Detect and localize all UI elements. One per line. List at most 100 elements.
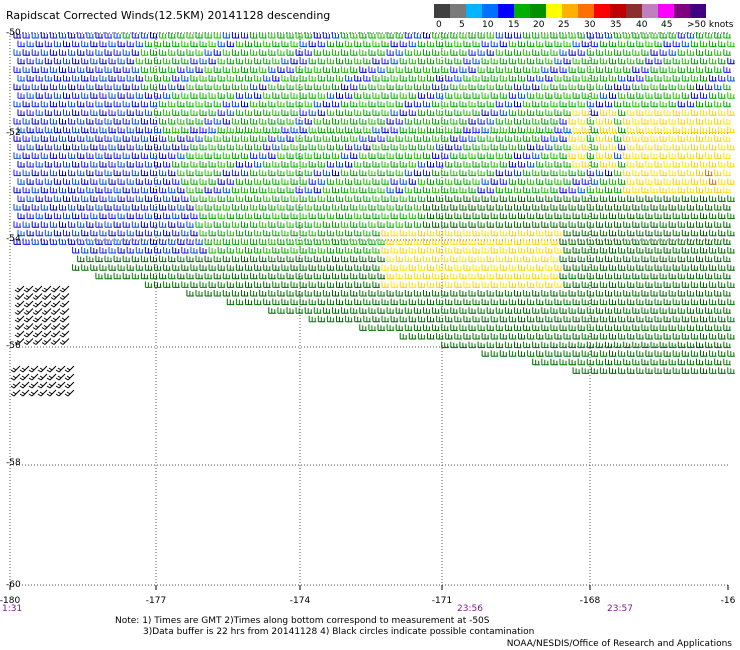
wind-barb — [436, 126, 444, 134]
wind-barb — [213, 135, 222, 142]
wind-barb — [317, 57, 326, 65]
wind-barb — [140, 169, 149, 177]
wind-barb — [140, 32, 149, 39]
wind-barb — [495, 135, 504, 142]
wind-barb — [377, 66, 385, 73]
wind-barb — [408, 143, 417, 151]
wind-barb — [277, 272, 285, 280]
wind-barb — [508, 161, 517, 168]
wind-barb — [536, 161, 544, 168]
wind-barb — [577, 341, 586, 349]
wind-barb — [700, 281, 708, 288]
wind-barb — [177, 32, 185, 39]
wind-barb — [532, 324, 540, 331]
wind-barb — [568, 32, 577, 39]
wind-barb — [408, 247, 417, 254]
wind-barb — [550, 186, 558, 194]
wind-barb — [395, 32, 404, 39]
wind-barb — [581, 350, 590, 357]
wind-barb — [299, 229, 308, 237]
wind-barb — [277, 238, 285, 245]
wind-barb — [50, 285, 61, 293]
wind-barb — [609, 281, 617, 288]
wind-barb — [627, 75, 635, 82]
wind-barb — [95, 49, 103, 56]
wind-barb — [317, 178, 326, 185]
wind-barb — [81, 247, 89, 254]
wind-barb — [163, 92, 171, 99]
wind-barb — [581, 161, 590, 168]
wind-barb — [304, 49, 313, 56]
wind-barb — [213, 32, 222, 39]
wind-barb — [532, 204, 540, 211]
wind-barb — [636, 247, 644, 254]
wind-barb — [427, 57, 435, 65]
wind-barb — [623, 272, 631, 280]
wind-barb — [46, 381, 57, 389]
wind-barb — [268, 118, 276, 125]
wind-barb — [486, 100, 495, 108]
wind-barb — [122, 204, 131, 211]
wind-barb — [350, 32, 358, 39]
wind-barb — [81, 92, 89, 99]
wind-barb — [477, 324, 486, 331]
wind-barb — [663, 350, 672, 357]
wind-barb — [499, 264, 508, 271]
wind-barb — [595, 341, 604, 349]
wind-barb — [441, 341, 449, 349]
wind-barb — [641, 118, 649, 125]
wind-barb — [545, 212, 553, 220]
wind-barb — [186, 272, 194, 280]
wind-barb — [650, 32, 658, 39]
wind-barb — [468, 221, 476, 228]
wind-barb — [472, 40, 480, 48]
wind-barb — [345, 281, 353, 288]
wind-barb — [441, 32, 449, 39]
wind-barb — [686, 290, 695, 297]
wind-barb — [350, 100, 358, 108]
wind-barb — [304, 290, 313, 297]
wind-barb — [332, 152, 340, 159]
wind-barb — [668, 66, 677, 73]
wind-barb — [150, 135, 158, 142]
wind-barb — [199, 247, 207, 254]
wind-barb — [568, 83, 577, 91]
wind-barb — [495, 186, 504, 194]
wind-barb — [404, 152, 413, 159]
wind-barb — [559, 358, 567, 366]
wind-barb — [654, 212, 662, 220]
wind-barb — [650, 290, 658, 297]
wind-barb — [559, 324, 567, 331]
wind-barb — [518, 281, 526, 288]
wind-barb — [650, 152, 658, 159]
wind-barb — [90, 178, 98, 185]
wind-barb — [696, 49, 704, 56]
wind-barb — [436, 109, 444, 116]
wind-barb — [577, 307, 586, 314]
wind-barb — [31, 238, 40, 245]
wind-barb — [168, 272, 176, 280]
wind-barb — [286, 135, 294, 142]
wind-barb — [472, 264, 480, 271]
wind-barb — [35, 143, 44, 151]
wind-barb — [208, 264, 217, 271]
wind-barb — [259, 100, 267, 108]
wind-barb — [172, 57, 180, 65]
wind-barb — [199, 195, 207, 202]
wind-barb — [536, 57, 544, 65]
wind-barb — [68, 221, 76, 228]
wind-barb — [250, 290, 258, 297]
wind-barb — [381, 40, 389, 48]
wind-barb — [14, 323, 25, 330]
wind-barb — [696, 32, 704, 39]
wind-barb — [563, 212, 571, 220]
wind-barb — [395, 186, 404, 194]
wind-barb — [700, 178, 708, 185]
wind-barb — [417, 126, 426, 134]
wind-barb — [395, 169, 404, 177]
wind-barb — [390, 161, 399, 168]
wind-barb — [322, 272, 331, 280]
wind-barb — [231, 32, 240, 39]
wind-barb — [477, 221, 486, 228]
wind-barb — [354, 109, 362, 116]
